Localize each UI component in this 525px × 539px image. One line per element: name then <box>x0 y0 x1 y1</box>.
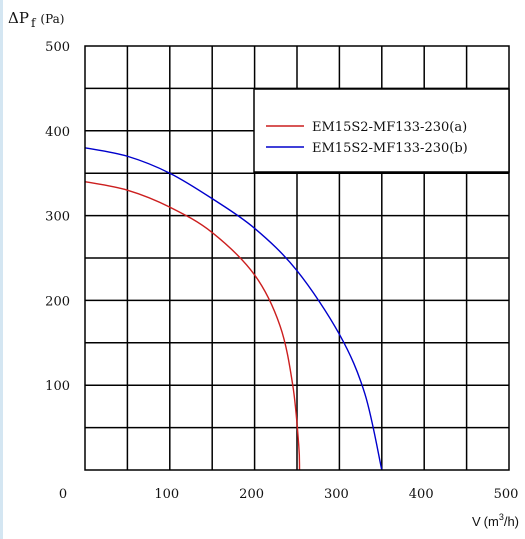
x-axis-label-unit-open: (m <box>484 514 499 529</box>
x-tick-label: 100 <box>154 487 179 502</box>
legend-label-b: EM15S2-MF133-230(b) <box>312 141 468 156</box>
y-tick-label: 400 <box>45 125 70 140</box>
x-tick-label: 200 <box>239 487 264 502</box>
x-axis-label-symbol: V <box>472 514 481 529</box>
x-axis-label-unit-close: /h) <box>504 514 519 529</box>
y-tick-label: 200 <box>45 294 70 309</box>
y-axis-label-unit: (Pa) <box>40 12 64 26</box>
y-tick-label: 100 <box>45 379 70 394</box>
legend-box <box>253 88 510 173</box>
x-tick-labels: 0 100 200 300 400 500 <box>59 487 519 502</box>
legend-label-a: EM15S2-MF133-230(a) <box>312 120 467 135</box>
series-line-b <box>84 147 383 471</box>
y-tick-label: 500 <box>45 40 70 55</box>
legend: EM15S2-MF133-230(a) EM15S2-MF133-230(b) <box>253 88 510 173</box>
series-lines <box>84 147 383 471</box>
x-axis-label-unit-sup: 3 <box>499 512 504 522</box>
x-tick-label: 500 <box>494 487 519 502</box>
y-axis-label-symbol: ΔP <box>8 9 29 27</box>
x-tick-label: 400 <box>409 487 434 502</box>
x-axis-label: V (m3/h) <box>472 512 519 529</box>
y-tick-labels: 100 200 300 400 500 <box>45 40 70 394</box>
plot-frame <box>84 45 510 471</box>
x-tick-label: 0 <box>59 487 67 502</box>
series-line-a <box>84 180 301 471</box>
y-axis-label: ΔP f (Pa) <box>8 9 64 30</box>
y-tick-label: 300 <box>45 210 70 225</box>
x-tick-label: 300 <box>324 487 349 502</box>
y-axis-label-subscript: f <box>31 16 37 30</box>
